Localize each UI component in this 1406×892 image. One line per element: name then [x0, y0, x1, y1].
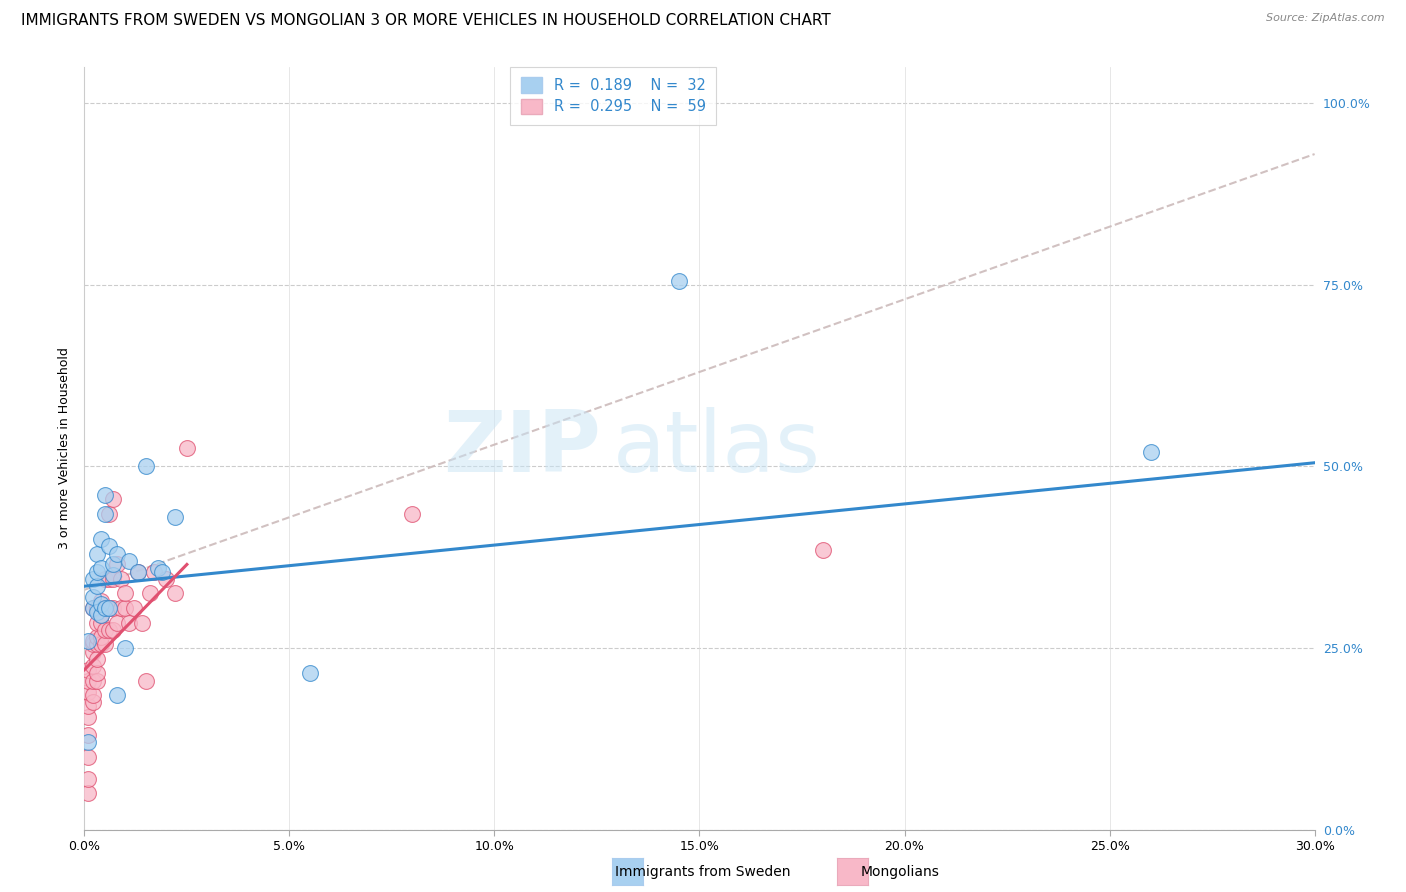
Point	[86, 579, 108, 593]
Point	[150, 565, 173, 579]
Point	[77, 663, 100, 677]
Text: Mongolians: Mongolians	[860, 865, 939, 880]
Point	[98, 601, 120, 615]
Text: Source: ZipAtlas.com: Source: ZipAtlas.com	[1267, 13, 1385, 23]
Point	[811, 542, 834, 557]
Point	[101, 623, 124, 637]
Point	[86, 652, 108, 666]
Point	[110, 572, 132, 586]
Point	[101, 558, 124, 572]
Point	[143, 565, 166, 579]
Point	[77, 728, 100, 742]
Point	[86, 630, 108, 644]
Point	[98, 507, 120, 521]
Point	[90, 615, 112, 630]
Point	[82, 572, 104, 586]
Point	[94, 637, 117, 651]
Point	[90, 561, 112, 575]
Point	[82, 659, 104, 673]
Point	[82, 673, 104, 688]
Point	[127, 565, 149, 579]
Point	[94, 601, 117, 615]
Point	[1139, 445, 1161, 459]
Point	[86, 637, 108, 651]
Point	[82, 644, 104, 658]
Point	[98, 623, 120, 637]
Point	[82, 601, 104, 615]
Point	[90, 598, 112, 612]
Point	[105, 558, 128, 572]
Point	[90, 637, 112, 651]
Point	[118, 615, 141, 630]
Point	[135, 459, 157, 474]
Point	[105, 547, 128, 561]
Point	[176, 441, 198, 455]
Point	[86, 666, 108, 681]
Point	[82, 601, 104, 615]
Point	[77, 699, 100, 714]
Point	[82, 590, 104, 604]
Point	[94, 601, 117, 615]
Point	[86, 605, 108, 619]
Point	[118, 554, 141, 568]
Point	[135, 673, 157, 688]
Point	[105, 688, 128, 702]
Point	[86, 565, 108, 579]
Point	[148, 561, 170, 575]
Text: atlas: atlas	[613, 407, 821, 490]
Point	[163, 586, 186, 600]
Point	[82, 633, 104, 648]
Point	[114, 586, 136, 600]
Point	[90, 532, 112, 546]
Point	[127, 565, 149, 579]
Point	[101, 568, 124, 582]
Y-axis label: 3 or more Vehicles in Household: 3 or more Vehicles in Household	[58, 347, 72, 549]
Point	[86, 547, 108, 561]
Point	[94, 572, 117, 586]
Point	[401, 507, 423, 521]
Point	[90, 608, 112, 623]
Point	[101, 491, 124, 506]
Point	[114, 601, 136, 615]
Point	[122, 601, 145, 615]
Point	[94, 488, 117, 502]
Point	[155, 572, 177, 586]
Point	[98, 601, 120, 615]
Point	[668, 274, 690, 288]
Point	[90, 608, 112, 623]
Point	[94, 623, 117, 637]
Point	[86, 673, 108, 688]
Point	[101, 601, 124, 615]
Point	[298, 666, 321, 681]
Point	[82, 688, 104, 702]
Text: ZIP: ZIP	[443, 407, 602, 490]
Point	[101, 572, 124, 586]
Point	[114, 640, 136, 655]
Point	[77, 735, 100, 749]
Point	[163, 510, 186, 524]
Point	[90, 630, 112, 644]
Point	[77, 684, 100, 698]
Point	[94, 507, 117, 521]
Point	[105, 615, 128, 630]
Point	[98, 539, 120, 553]
Point	[98, 572, 120, 586]
Point	[82, 696, 104, 710]
Point	[77, 750, 100, 764]
Point	[77, 673, 100, 688]
Legend: R =  0.189    N =  32, R =  0.295    N =  59: R = 0.189 N = 32, R = 0.295 N = 59	[510, 67, 716, 125]
Point	[131, 615, 153, 630]
Point	[77, 710, 100, 724]
Point	[139, 586, 162, 600]
Text: Immigrants from Sweden: Immigrants from Sweden	[616, 865, 790, 880]
Point	[77, 633, 100, 648]
Point	[90, 594, 112, 608]
Point	[77, 786, 100, 800]
Point	[110, 601, 132, 615]
Point	[82, 637, 104, 651]
Point	[86, 615, 108, 630]
Point	[77, 772, 100, 786]
Text: IMMIGRANTS FROM SWEDEN VS MONGOLIAN 3 OR MORE VEHICLES IN HOUSEHOLD CORRELATION : IMMIGRANTS FROM SWEDEN VS MONGOLIAN 3 OR…	[21, 13, 831, 29]
Point	[86, 601, 108, 615]
